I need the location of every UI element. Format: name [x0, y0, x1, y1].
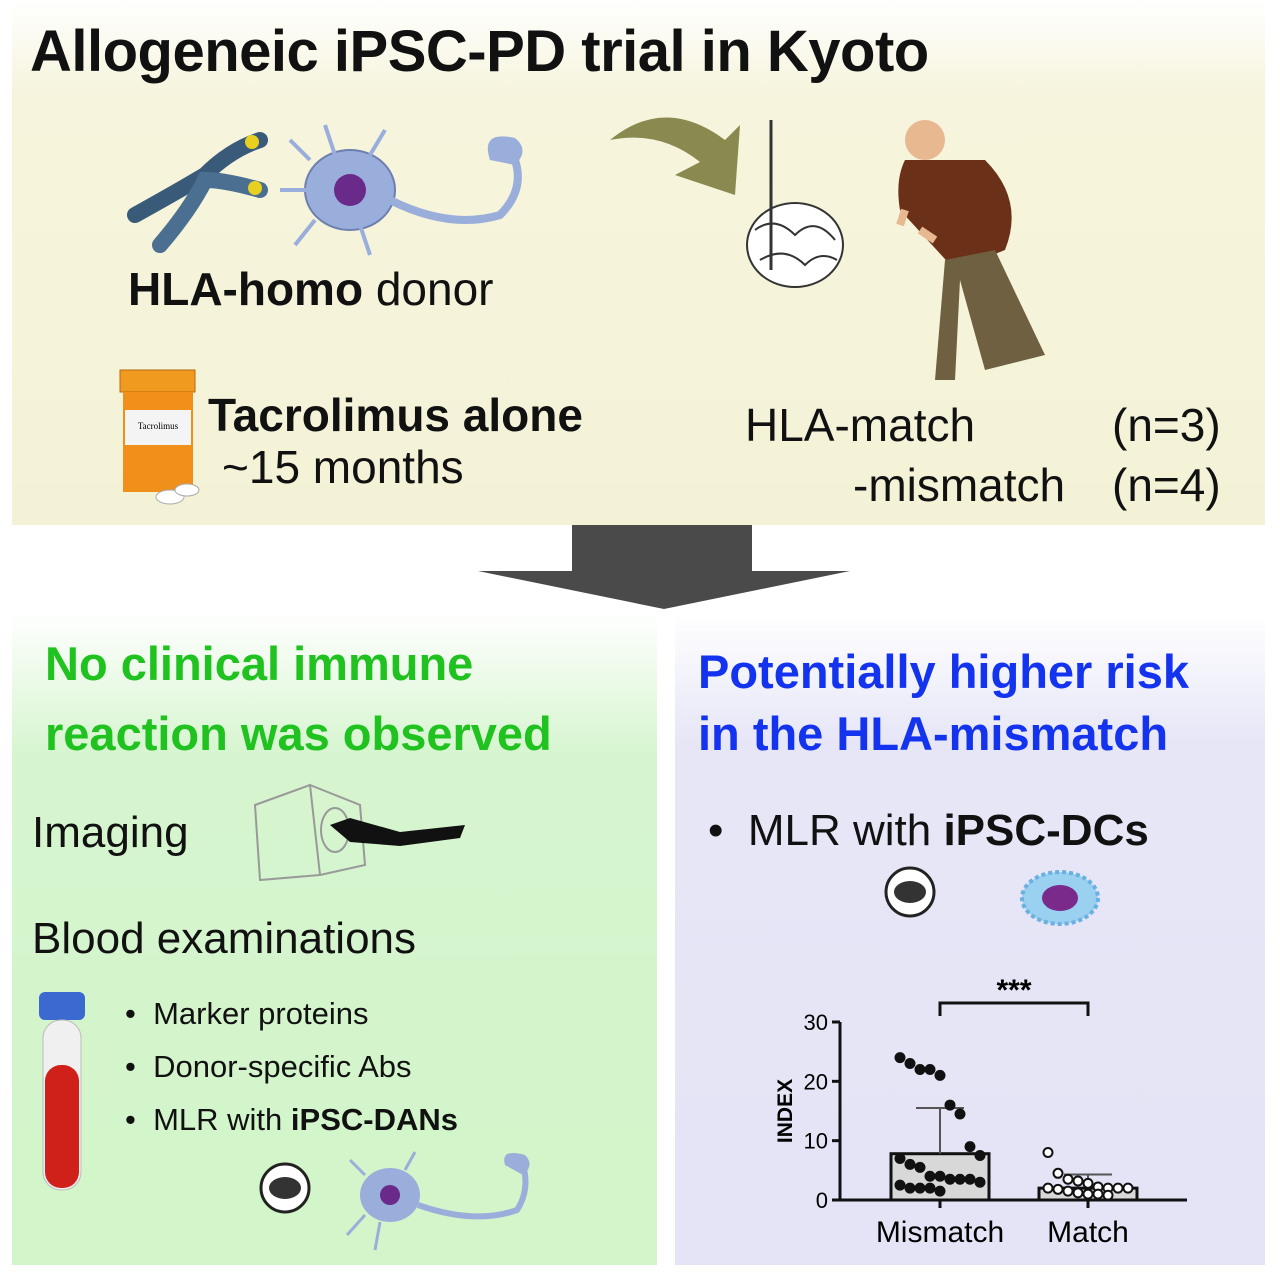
data-point — [1042, 1182, 1054, 1194]
data-point — [1062, 1173, 1074, 1185]
data-point — [964, 1173, 976, 1185]
data-point — [944, 1173, 956, 1185]
pill-bottle-icon: Tacrolimus — [119, 369, 200, 505]
safety-panel — [12, 612, 657, 1265]
data-point — [894, 1179, 906, 1191]
donor-type: HLA-homo — [128, 263, 364, 315]
blood-exam-label: Blood examinations — [32, 914, 417, 963]
donor-text: donor — [363, 263, 494, 315]
neuron-icon — [345, 1151, 530, 1251]
x-tick-label: Match — [1047, 1216, 1129, 1249]
mlr-index-chart: Mismatch Match 0 10 20 30 INDEX *** — [774, 974, 1187, 1249]
data-point — [904, 1058, 916, 1070]
data-point — [914, 1182, 926, 1194]
donor-label: HLA-homo donor — [128, 262, 494, 316]
trial-overview-panel — [12, 0, 1265, 525]
transplant-illustration — [610, 117, 1045, 380]
data-point — [924, 1063, 936, 1075]
hla-mismatch-count: (n=4) — [1112, 459, 1221, 511]
brain-icon — [746, 120, 844, 288]
bullet-marker-proteins: • Marker proteins — [125, 996, 369, 1031]
down-arrow-icon — [478, 525, 850, 609]
data-point — [894, 1052, 906, 1064]
data-point — [894, 1152, 906, 1164]
lymphocyte-dc-illustration — [884, 866, 1100, 926]
hla-match-label: HLA-match — [745, 399, 976, 451]
x-tick-label: Mismatch — [876, 1216, 1004, 1249]
data-point — [1092, 1188, 1104, 1200]
data-point — [1072, 1175, 1084, 1187]
bottle-label: Tacrolimus — [138, 421, 179, 431]
data-point — [904, 1182, 916, 1194]
mri-scanner-icon — [253, 783, 465, 882]
data-point — [1082, 1188, 1094, 1200]
bullet-text: MLR with — [153, 1102, 291, 1137]
drug-label: Tacrolimus alone — [208, 389, 583, 441]
data-point — [1042, 1147, 1054, 1159]
blood-tube-icon — [39, 992, 85, 1191]
patient-icon — [896, 120, 1045, 380]
chromosome-icon — [127, 132, 268, 253]
data-point — [974, 1176, 986, 1188]
y-tick-label: 20 — [804, 1069, 828, 1094]
data-point — [1062, 1185, 1074, 1197]
neuron-icon — [280, 124, 523, 256]
chromosome-neuron-illustration — [127, 124, 523, 256]
bullet-donor-abs: • Donor-specific Abs — [125, 1049, 412, 1084]
data-point — [1112, 1182, 1124, 1194]
drug-duration: ~15 months — [222, 441, 464, 493]
data-point — [924, 1182, 936, 1194]
bullet-mlr-dcs: • MLR with iPSC-DCs — [708, 806, 1149, 855]
y-axis-label: INDEX — [774, 1079, 797, 1143]
data-point — [1072, 1187, 1084, 1199]
bullet-bold: iPSC-DANs — [290, 1102, 458, 1137]
lymphocyte-neuron-illustration — [259, 1151, 530, 1251]
dendritic-cell-icon — [1020, 870, 1100, 926]
y-tick-label: 0 — [816, 1188, 828, 1213]
bullet-text: Marker proteins — [153, 996, 369, 1031]
page-title: Allogeneic iPSC-PD trial in Kyoto — [30, 19, 929, 84]
bullet-text: MLR with — [747, 806, 944, 855]
data-point — [944, 1099, 956, 1111]
data-point — [1122, 1182, 1134, 1194]
bullet-mlr-dans: • MLR with iPSC-DANs — [125, 1102, 458, 1137]
data-point — [1052, 1183, 1064, 1195]
data-point — [964, 1141, 976, 1153]
imaging-label: Imaging — [32, 808, 189, 857]
y-tick-label: 10 — [804, 1129, 828, 1154]
data-point — [934, 1069, 946, 1081]
data-point — [924, 1170, 936, 1182]
data-point — [974, 1150, 986, 1161]
significance-label: *** — [996, 974, 1031, 1007]
significance-bracket — [938, 1001, 1090, 1016]
bullet-bold: iPSC-DCs — [943, 806, 1149, 855]
data-point — [1052, 1167, 1064, 1179]
bullet-text: Donor-specific Abs — [153, 1049, 412, 1084]
hla-match-count: (n=3) — [1112, 399, 1221, 451]
data-point — [1082, 1177, 1094, 1189]
curved-arrow-icon — [610, 117, 740, 195]
safety-heading-line2: reaction was observed — [45, 707, 552, 760]
safety-heading-line1: No clinical immune — [45, 637, 474, 690]
data-point — [934, 1185, 946, 1197]
data-point — [904, 1158, 916, 1170]
data-point — [954, 1173, 966, 1185]
data-point — [914, 1063, 926, 1075]
data-point — [934, 1170, 946, 1182]
data-point — [1102, 1189, 1114, 1201]
y-tick-label: 30 — [804, 1010, 828, 1035]
risk-heading-line1: Potentially higher risk — [698, 645, 1190, 698]
hla-mismatch-label: -mismatch — [853, 459, 1066, 511]
data-point — [954, 1108, 966, 1120]
data-point — [914, 1161, 926, 1173]
risk-heading-line2: in the HLA-mismatch — [698, 707, 1169, 760]
